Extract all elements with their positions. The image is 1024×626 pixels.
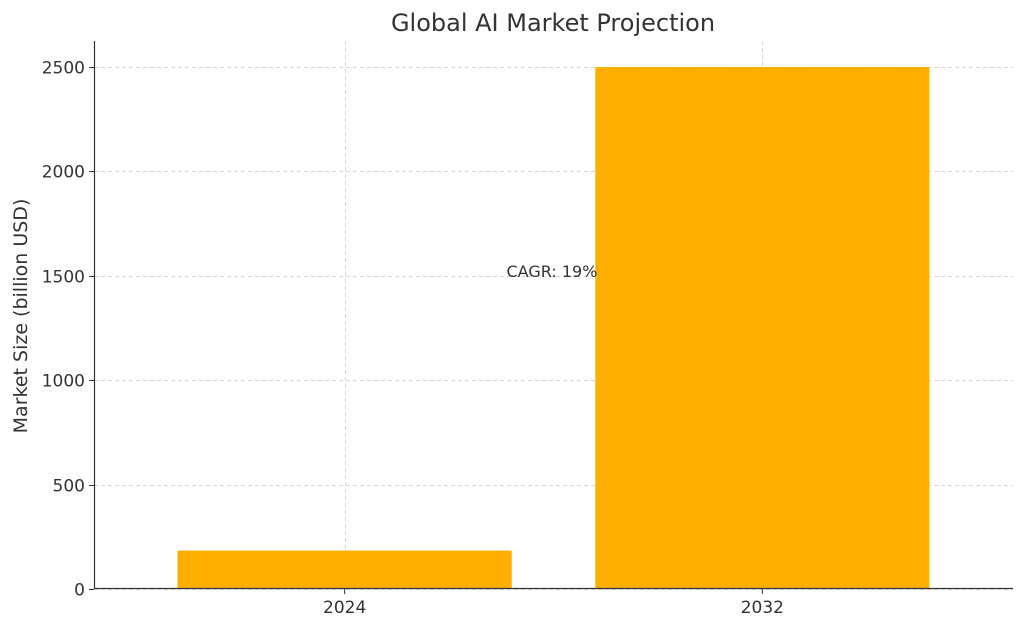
bar-2032	[595, 67, 930, 590]
y-tick-label: 1500	[42, 268, 85, 288]
cagr-annotation: CAGR: 19%	[507, 262, 598, 281]
bar-2024	[177, 550, 512, 589]
axes	[93, 41, 1013, 590]
y-tick-label: 2000	[42, 163, 85, 183]
y-tick-label: 500	[53, 477, 85, 497]
bars	[177, 67, 930, 590]
y-tick-label: 0	[74, 581, 85, 601]
y-axis-label: Market Size (billion USD)	[10, 199, 32, 434]
y-tick-label: 2500	[42, 59, 85, 79]
ticks: 0 500 1000 1500 2000 2500 2024 2032	[42, 59, 784, 619]
y-tick-label: 1000	[42, 372, 85, 392]
x-tick-label: 2032	[741, 598, 784, 618]
chart-title: Global AI Market Projection	[391, 9, 715, 37]
x-tick-label: 2024	[323, 598, 366, 618]
